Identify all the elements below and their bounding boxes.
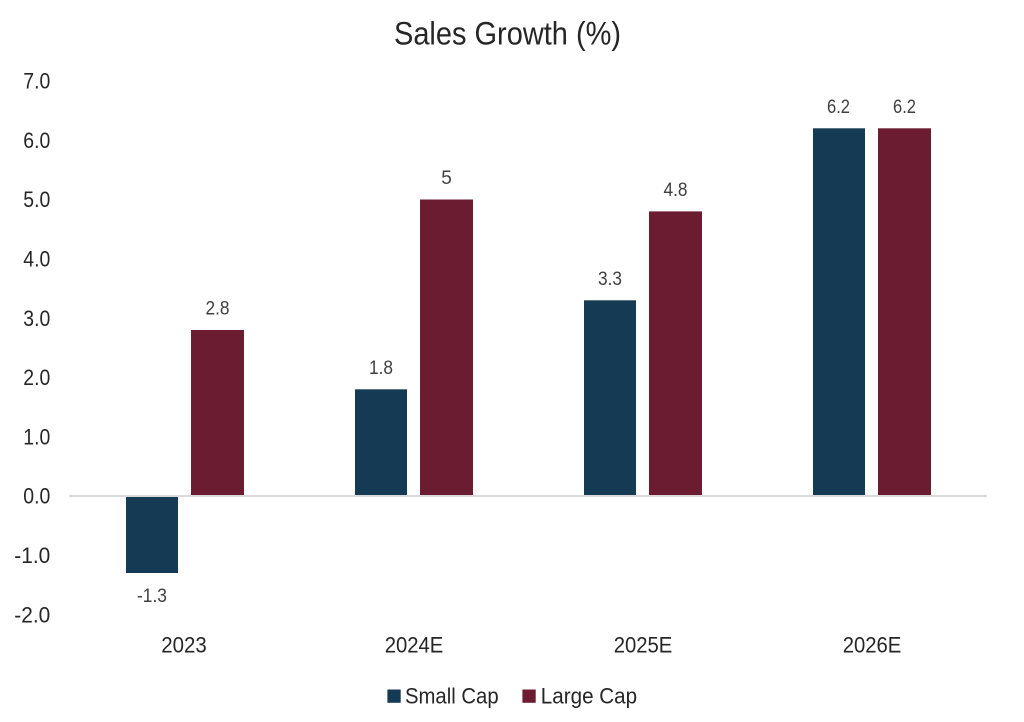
svg-text:-1.0: -1.0 (14, 543, 50, 568)
svg-text:4.0: 4.0 (23, 247, 50, 272)
svg-text:-2.0: -2.0 (14, 602, 50, 627)
svg-text:2026E: 2026E (843, 633, 902, 658)
svg-text:2.0: 2.0 (23, 365, 50, 390)
svg-text:-1.3: -1.3 (137, 586, 167, 607)
svg-text:2025E: 2025E (614, 633, 673, 658)
svg-text:3.3: 3.3 (598, 269, 622, 290)
svg-text:2023: 2023 (161, 633, 207, 658)
svg-text:3.0: 3.0 (23, 306, 50, 331)
svg-text:Sales Growth (%): Sales Growth (%) (394, 15, 621, 51)
svg-text:2024E: 2024E (385, 633, 444, 658)
svg-text:2.8: 2.8 (206, 299, 230, 320)
svg-text:5: 5 (441, 168, 452, 189)
svg-text:4.8: 4.8 (664, 180, 688, 201)
svg-text:7.0: 7.0 (23, 69, 50, 94)
svg-text:1.0: 1.0 (23, 424, 50, 449)
svg-text:5.0: 5.0 (23, 187, 50, 212)
svg-text:1.8: 1.8 (369, 358, 393, 379)
svg-text:6.2: 6.2 (893, 97, 916, 118)
svg-text:0.0: 0.0 (23, 484, 50, 509)
svg-text:Large Cap: Large Cap (541, 684, 637, 709)
svg-text:6.0: 6.0 (23, 128, 50, 153)
svg-text:6.2: 6.2 (827, 97, 850, 118)
svg-text:Small Cap: Small Cap (405, 684, 499, 709)
